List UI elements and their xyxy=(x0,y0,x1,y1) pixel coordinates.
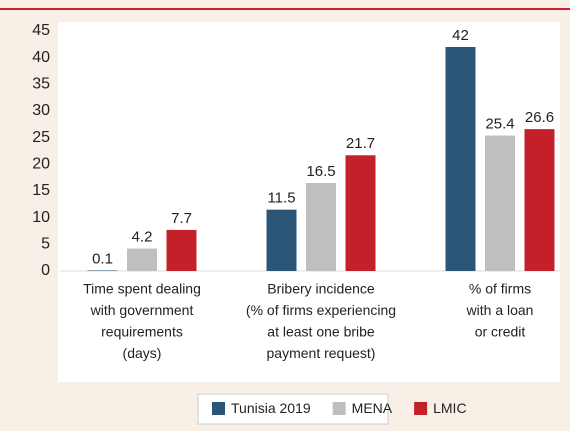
bar xyxy=(485,135,515,271)
x-tick-label: with government xyxy=(90,302,194,318)
bar xyxy=(127,248,157,271)
bar xyxy=(445,47,476,271)
legend-label: LMIC xyxy=(433,400,466,416)
value-label: 4.2 xyxy=(132,229,153,246)
y-tick-label: 45 xyxy=(32,22,50,39)
legend-label: MENA xyxy=(352,400,393,416)
x-tick-label: Time spent dealing xyxy=(83,281,201,297)
value-label: 21.7 xyxy=(346,135,375,152)
x-tick-label: payment request) xyxy=(267,345,376,361)
x-tick-label: % of firms xyxy=(469,281,531,297)
x-tick-label: (days) xyxy=(123,345,162,361)
bar xyxy=(306,183,336,271)
bar xyxy=(345,155,376,271)
legend-box xyxy=(197,393,389,425)
y-tick-label: 20 xyxy=(32,156,50,173)
bar xyxy=(524,129,555,271)
x-tick-label: with a loan xyxy=(466,302,534,318)
y-tick-label: 25 xyxy=(32,129,50,146)
x-tick-label: or credit xyxy=(475,324,526,340)
value-label: 7.7 xyxy=(171,210,192,227)
y-tick-label: 5 xyxy=(41,236,50,253)
bar xyxy=(166,229,197,271)
bar xyxy=(87,270,118,271)
y-tick-label: 10 xyxy=(32,209,50,226)
y-tick-label: 40 xyxy=(32,49,50,66)
value-label: 26.6 xyxy=(525,109,554,126)
value-label: 42 xyxy=(452,27,469,44)
value-label: 16.5 xyxy=(306,163,335,180)
y-tick-label: 15 xyxy=(32,182,50,199)
y-tick-label: 0 xyxy=(41,262,50,279)
x-tick-label: at least one bribe xyxy=(267,324,375,340)
x-tick-label: Bribery incidence xyxy=(267,281,375,297)
value-label: 25.4 xyxy=(485,116,514,133)
y-tick-label: 35 xyxy=(32,76,50,93)
legend-swatch xyxy=(332,402,346,415)
legend-label: Tunisia 2019 xyxy=(231,400,311,416)
bar xyxy=(266,209,297,271)
legend-swatch xyxy=(414,402,428,415)
x-tick-label: requirements xyxy=(101,324,183,340)
x-tick-label: (% of firms experiencing xyxy=(246,302,396,318)
value-label: 11.5 xyxy=(267,190,295,207)
legend-swatch xyxy=(212,402,225,415)
value-label: 0.1 xyxy=(92,250,113,267)
y-tick-label: 30 xyxy=(32,102,50,119)
